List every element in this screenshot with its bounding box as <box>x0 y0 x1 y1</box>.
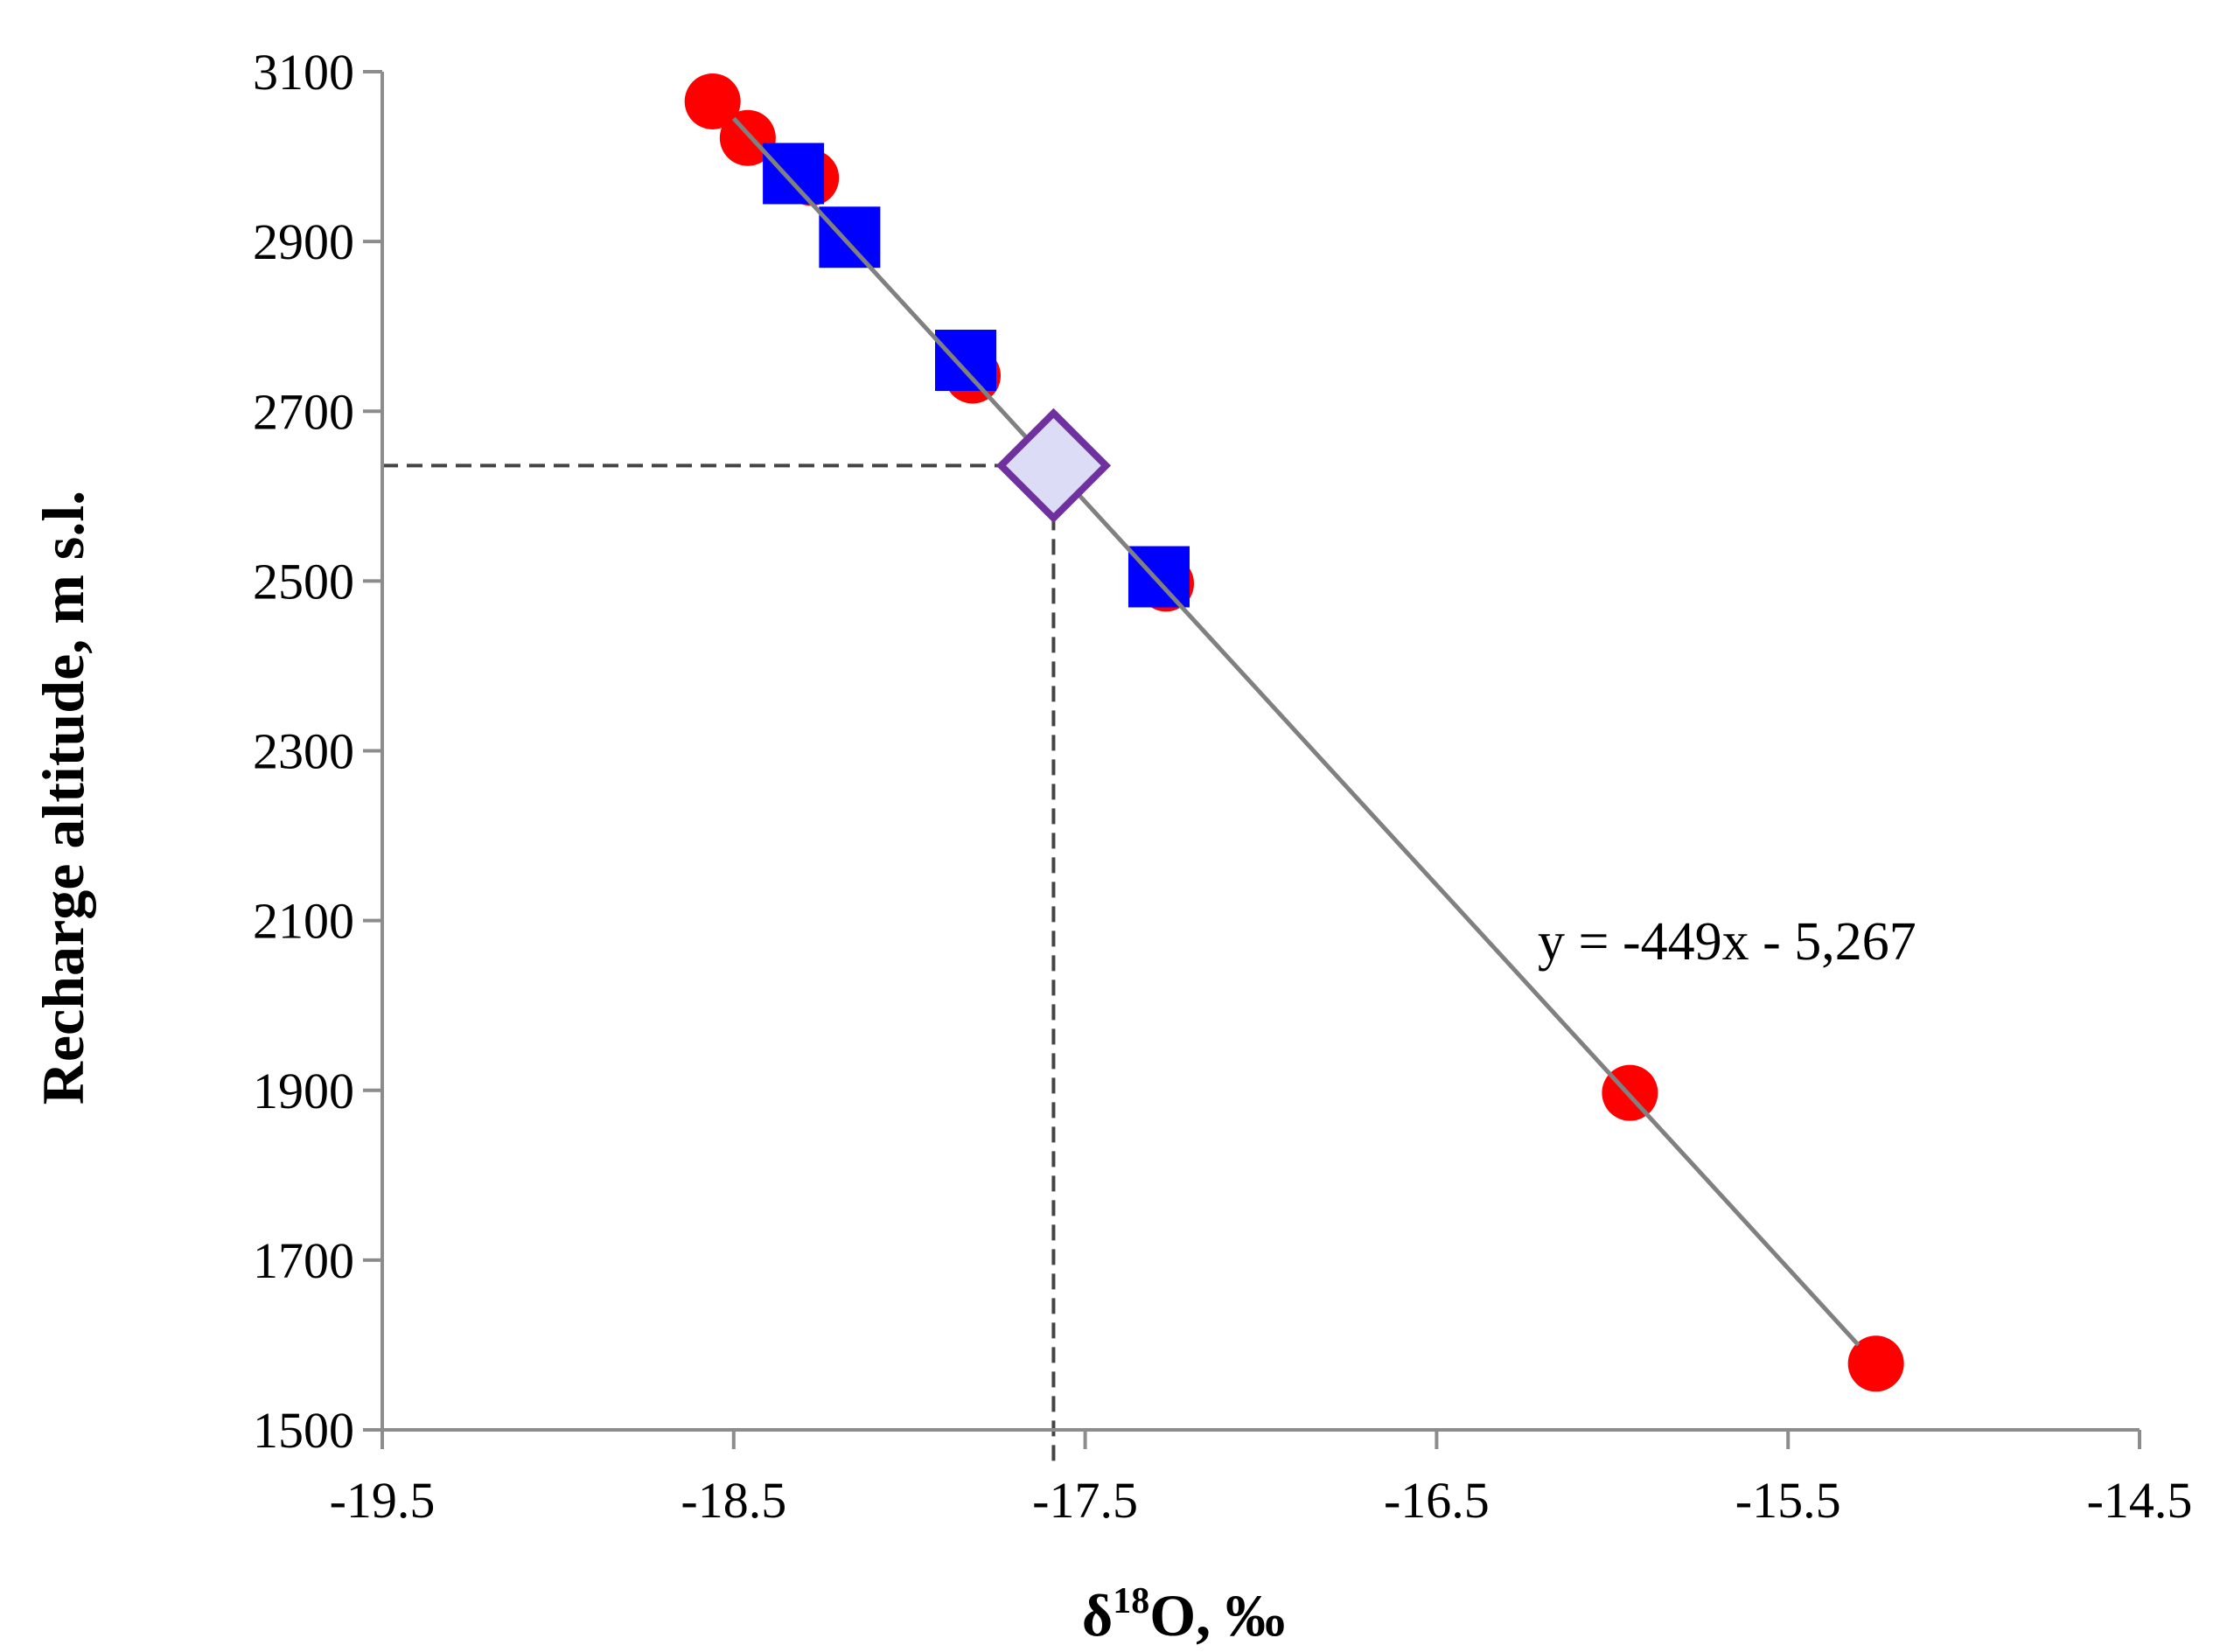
square-point <box>763 143 825 205</box>
x-tick-label: -15.5 <box>1735 1472 1841 1529</box>
x-tick-label: -14.5 <box>2087 1472 2193 1529</box>
circle-point <box>684 73 741 129</box>
x-axis-ticks: -19.5 -18.5 -17.5 -16.5 -15.5 -14.5 <box>330 1430 2193 1529</box>
y-tick-label: 2900 <box>253 213 354 270</box>
x-tick-label: -16.5 <box>1384 1472 1490 1529</box>
trendline-equation: y = -449x - 5,267 <box>1538 912 1916 972</box>
square-series <box>763 143 1190 608</box>
x-tick-label: -17.5 <box>1032 1472 1138 1529</box>
y-tick-label: 2300 <box>253 723 354 780</box>
x-axis-title-rest: O, ‰ <box>1149 1582 1285 1649</box>
y-axis-ticks: 3100 2900 2700 2500 2300 2100 1900 1700 1500 <box>253 44 382 1459</box>
y-tick-label: 1900 <box>253 1063 354 1119</box>
diamond-point <box>995 408 1112 524</box>
square-point <box>1127 546 1190 608</box>
x-axis-title: δ18O, ‰ <box>1082 1581 1285 1649</box>
y-tick-label: 2100 <box>253 893 354 950</box>
y-tick-label: 1700 <box>253 1232 354 1289</box>
x-tick-label: -19.5 <box>330 1472 436 1529</box>
y-tick-label: 3100 <box>253 44 354 101</box>
y-tick-label: 1500 <box>253 1402 354 1459</box>
x-axis-title-delta: δ <box>1082 1582 1113 1649</box>
circle-point <box>1847 1335 1904 1392</box>
x-axis-title-superscript: 18 <box>1113 1581 1149 1621</box>
y-tick-label: 2700 <box>253 383 354 440</box>
square-point <box>819 206 881 268</box>
diamond-series <box>995 408 1112 524</box>
square-point <box>934 330 996 392</box>
y-axis-title: Recharge altitude, m s.l. <box>30 491 96 1105</box>
x-tick-label: -18.5 <box>681 1472 786 1529</box>
trendline <box>731 116 1860 1347</box>
y-tick-label: 2500 <box>253 553 354 610</box>
